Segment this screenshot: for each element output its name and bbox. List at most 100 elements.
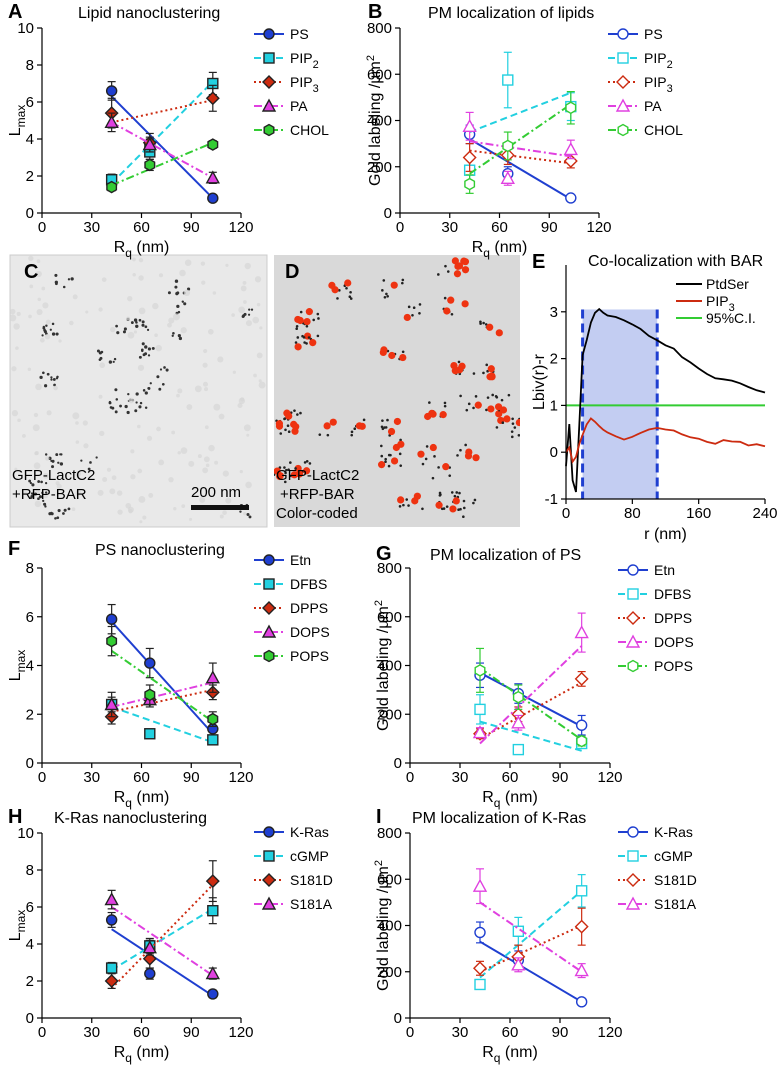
membrane-texture	[137, 468, 143, 474]
x-tick-label: 0	[406, 769, 414, 786]
x-tick-label: 30	[452, 1024, 469, 1041]
gold-particle-large	[494, 403, 503, 411]
legend-label: DPPS	[654, 610, 692, 626]
legend-marker	[627, 588, 639, 600]
legend-label: PIP3	[706, 293, 735, 314]
gold-particle	[146, 328, 150, 332]
gold-particle-small	[450, 491, 454, 494]
membrane-texture	[41, 286, 46, 291]
gold-particle-small	[285, 468, 288, 472]
membrane-texture	[37, 297, 41, 302]
gold-particle	[119, 404, 122, 408]
membrane-texture	[258, 379, 262, 383]
y-tick-label: 200	[367, 159, 392, 176]
gold-particle-small	[385, 292, 388, 296]
fit-line	[469, 138, 572, 200]
x-axis-label-unit: (nm)	[500, 789, 537, 806]
gold-particle	[147, 354, 151, 357]
gold-particle-small	[316, 334, 320, 338]
fit-line	[469, 149, 571, 165]
gold-particle-small	[479, 322, 482, 325]
gold-particle-small	[349, 290, 352, 294]
data-point	[462, 150, 477, 165]
membrane-texture	[109, 488, 116, 495]
legend-entry: S181D	[254, 872, 333, 888]
legend-marker	[263, 554, 275, 566]
gold-particle	[31, 483, 35, 487]
x-tick-label: 0	[38, 1024, 46, 1041]
gold-particle	[122, 330, 126, 334]
gold-particle-small	[353, 427, 357, 431]
gold-particle-small	[336, 297, 339, 300]
membrane-texture	[180, 447, 188, 454]
x-tick-label: 0	[396, 219, 404, 236]
series-cgmp	[474, 874, 588, 991]
x-axis-label: Rq (nm)	[114, 789, 170, 810]
legend-marker	[263, 850, 275, 862]
gold-particle	[44, 384, 48, 388]
series-k-ras	[105, 911, 219, 1000]
gold-particle	[51, 459, 55, 463]
gold-particle	[144, 391, 148, 395]
gold-particle-small	[443, 296, 447, 300]
em-caption-d-line1: GFP-LactC2	[276, 467, 359, 484]
fit-line	[111, 928, 214, 997]
legend-marker	[617, 28, 629, 40]
gold-particle	[248, 515, 252, 519]
x-tick-label: 120	[597, 769, 622, 786]
gold-particle-small	[293, 409, 296, 412]
y-tick-label: -1	[545, 491, 558, 508]
gold-particle-large	[399, 353, 407, 362]
x-axis-label-unit: (nm)	[132, 1044, 169, 1061]
y-axis-label: Gold labeling /µm2	[373, 600, 392, 731]
legend-marker	[262, 75, 276, 89]
membrane-texture	[116, 490, 123, 496]
membrane-texture	[214, 460, 219, 465]
y-tick-label: 2	[26, 168, 34, 185]
legend-entry: Etn	[254, 552, 311, 568]
membrane-texture	[101, 277, 107, 282]
gold-particle-small	[383, 426, 386, 429]
data-point	[575, 996, 588, 1008]
gold-particle-small	[510, 435, 514, 439]
x-axis-label-main: R	[114, 1044, 126, 1061]
gold-particle	[177, 310, 181, 314]
y-tick-label: 800	[377, 825, 402, 842]
x-tick-label: 0	[406, 1024, 414, 1041]
gold-particle-small	[467, 402, 471, 406]
gold-particle-small	[457, 508, 460, 511]
gold-particle	[53, 383, 56, 387]
gold-particle	[87, 467, 91, 471]
data-point	[511, 957, 526, 971]
gold-particle	[112, 360, 115, 363]
gold-particle	[50, 378, 53, 381]
legend-label-text: PA	[644, 98, 662, 114]
legend-marker	[261, 896, 277, 910]
gold-particle-small	[425, 445, 429, 448]
gold-particle-small	[450, 312, 454, 316]
data-point	[205, 91, 220, 106]
membrane-texture	[208, 444, 215, 452]
fit-line	[110, 95, 214, 199]
y-axis-label-main: L	[7, 932, 24, 941]
y-tick-label: 3	[550, 304, 558, 321]
legend-entry: DFBS	[254, 576, 327, 592]
legend-entry: DOPS	[618, 634, 694, 650]
membrane-texture	[99, 362, 106, 369]
legend-label: POPS	[290, 648, 329, 664]
gold-particle-small	[295, 324, 299, 328]
y-axis-label-sup: 2	[365, 55, 377, 61]
legend-label: K-Ras	[290, 824, 329, 840]
fit-line	[479, 901, 583, 973]
gold-particle-small	[459, 394, 462, 398]
fit-line	[110, 80, 214, 185]
membrane-texture	[127, 331, 135, 339]
fit-line	[111, 907, 214, 971]
legend-marker	[625, 634, 641, 648]
legend-entry: CHOL	[608, 122, 683, 138]
fit-line	[469, 140, 571, 158]
gold-particle-large	[472, 454, 480, 462]
gold-particle-large	[290, 471, 298, 479]
legend-marker	[627, 826, 639, 838]
legend-marker	[262, 601, 276, 615]
